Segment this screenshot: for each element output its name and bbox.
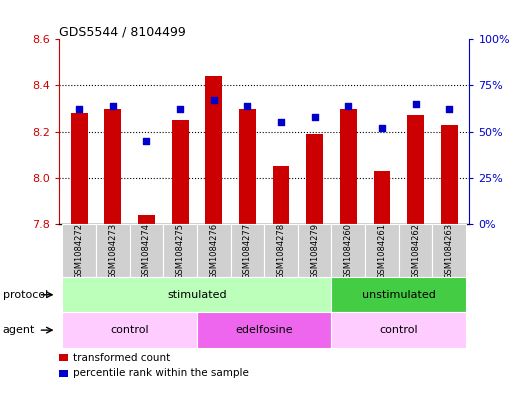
Bar xyxy=(432,224,466,277)
Text: percentile rank within the sample: percentile rank within the sample xyxy=(73,368,249,378)
Bar xyxy=(306,134,323,224)
Bar xyxy=(138,215,155,224)
Text: GSM1084261: GSM1084261 xyxy=(378,222,386,279)
Bar xyxy=(365,224,399,277)
Bar xyxy=(272,166,289,224)
Point xyxy=(344,103,352,109)
Point xyxy=(277,119,285,125)
Text: GDS5544 / 8104499: GDS5544 / 8104499 xyxy=(59,25,186,38)
Text: control: control xyxy=(380,325,418,335)
Point xyxy=(210,97,218,103)
Text: stimulated: stimulated xyxy=(167,290,227,300)
Bar xyxy=(331,277,466,312)
Text: GSM1084263: GSM1084263 xyxy=(445,222,453,279)
Text: unstimulated: unstimulated xyxy=(362,290,436,300)
Text: edelfosine: edelfosine xyxy=(235,325,293,335)
Bar xyxy=(197,224,230,277)
Point xyxy=(243,103,251,109)
Text: control: control xyxy=(110,325,149,335)
Text: GSM1084275: GSM1084275 xyxy=(175,222,185,279)
Bar xyxy=(239,108,256,224)
Text: GSM1084277: GSM1084277 xyxy=(243,222,252,279)
Bar xyxy=(63,224,96,277)
Bar xyxy=(63,312,197,348)
Text: GSM1084278: GSM1084278 xyxy=(277,222,286,279)
Bar xyxy=(340,108,357,224)
Point xyxy=(176,107,184,113)
Bar xyxy=(130,224,163,277)
Point xyxy=(109,103,117,109)
Point xyxy=(411,101,420,107)
Bar xyxy=(331,312,466,348)
Bar xyxy=(441,125,458,224)
Bar xyxy=(205,76,222,224)
Bar xyxy=(172,120,188,224)
Bar xyxy=(71,113,88,224)
Bar xyxy=(63,277,331,312)
Bar xyxy=(298,224,331,277)
Bar xyxy=(373,171,390,224)
Text: GSM1084273: GSM1084273 xyxy=(108,222,117,279)
Text: agent: agent xyxy=(3,325,35,335)
Text: GSM1084272: GSM1084272 xyxy=(75,222,84,279)
Text: transformed count: transformed count xyxy=(73,353,171,363)
Bar xyxy=(407,116,424,224)
Text: GSM1084279: GSM1084279 xyxy=(310,222,319,279)
Bar xyxy=(399,224,432,277)
Text: GSM1084260: GSM1084260 xyxy=(344,222,353,279)
Bar xyxy=(163,224,197,277)
Bar xyxy=(230,224,264,277)
Bar xyxy=(105,108,121,224)
Text: GSM1084262: GSM1084262 xyxy=(411,222,420,279)
Text: protocol: protocol xyxy=(3,290,48,300)
Text: GSM1084276: GSM1084276 xyxy=(209,222,218,279)
Bar xyxy=(264,224,298,277)
Point xyxy=(310,114,319,120)
Bar xyxy=(96,224,130,277)
Text: GSM1084274: GSM1084274 xyxy=(142,222,151,279)
Bar xyxy=(197,312,331,348)
Bar xyxy=(331,224,365,277)
Point xyxy=(75,107,83,113)
Point xyxy=(445,107,453,113)
Point xyxy=(378,125,386,131)
Point xyxy=(142,138,150,144)
